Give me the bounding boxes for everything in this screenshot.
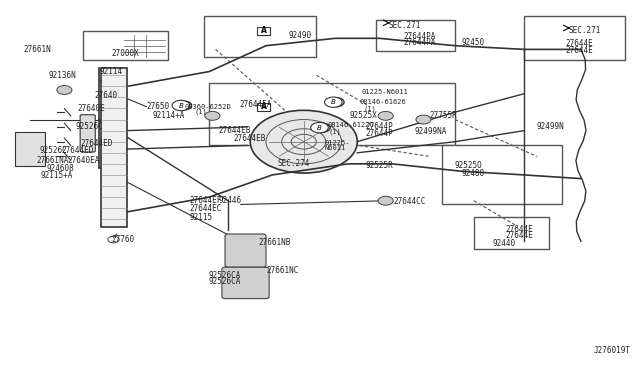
Text: 92525O: 92525O [455, 161, 483, 170]
Bar [257, 103, 270, 111]
Text: 92525R: 92525R [365, 161, 393, 170]
Circle shape [378, 196, 393, 205]
Bar [101, 68, 127, 227]
Bar [524, 16, 625, 61]
Text: 92525X: 92525X [350, 111, 378, 121]
FancyBboxPatch shape [80, 115, 95, 152]
Text: B: B [321, 125, 324, 130]
Text: 92526CA: 92526CA [208, 271, 241, 280]
Text: 27644PA: 27644PA [403, 32, 436, 41]
Text: 27661NB: 27661NB [259, 238, 291, 247]
Text: 27644P: 27644P [365, 129, 393, 138]
Circle shape [177, 101, 191, 110]
Text: 27650: 27650 [147, 102, 170, 111]
Text: (1): (1) [364, 105, 376, 112]
Text: 08146-61626: 08146-61626 [359, 99, 406, 105]
Circle shape [324, 97, 342, 108]
Text: 01225-N6011: 01225-N6011 [362, 89, 408, 95]
Bar [209, 83, 455, 145]
Text: 2766INA: 2766INA [36, 155, 68, 165]
Text: SEC.271: SEC.271 [389, 21, 421, 30]
Text: 27640EA: 27640EA [68, 155, 100, 165]
Text: 27000X: 27000X [111, 49, 140, 58]
Text: 27644ED: 27644ED [62, 147, 94, 155]
Text: 924608: 924608 [47, 164, 74, 173]
Circle shape [205, 112, 220, 120]
Text: 27644E: 27644E [506, 231, 533, 240]
Text: 27755R: 27755R [430, 111, 458, 121]
Text: 92490: 92490 [288, 31, 311, 40]
Text: 27644E: 27644E [565, 46, 593, 55]
Text: 27640E: 27640E [77, 104, 105, 113]
Circle shape [416, 115, 431, 124]
Bar [257, 27, 270, 35]
Text: 27644ED: 27644ED [80, 139, 113, 148]
Circle shape [310, 122, 328, 133]
Text: SEC.271: SEC.271 [568, 26, 601, 35]
Text: 27644E: 27644E [565, 39, 593, 48]
Bar [83, 31, 168, 61]
Text: 92114+A: 92114+A [152, 111, 185, 121]
Text: 92499NA: 92499NA [414, 127, 447, 136]
Text: (1): (1) [195, 109, 207, 115]
Text: 27640: 27640 [95, 91, 118, 100]
Text: 01225-: 01225- [324, 140, 350, 146]
Text: 92450: 92450 [461, 38, 484, 46]
FancyBboxPatch shape [225, 234, 266, 267]
Text: 92526C: 92526C [76, 122, 104, 131]
Text: 27644EB: 27644EB [233, 134, 266, 143]
Text: 27644EF: 27644EF [189, 196, 221, 205]
Text: 92446: 92446 [219, 196, 242, 205]
Text: 27661N: 27661N [24, 45, 51, 54]
Text: 27661NC: 27661NC [266, 266, 298, 275]
Text: 27644CC: 27644CC [393, 197, 426, 206]
Text: 92115+A: 92115+A [40, 171, 73, 180]
Bar [376, 20, 455, 51]
Text: B: B [182, 103, 186, 108]
Bar [15, 132, 45, 166]
Text: 27644EA: 27644EA [239, 100, 272, 109]
Text: 27644EC: 27644EC [189, 203, 221, 213]
Text: 92526C: 92526C [39, 147, 67, 155]
FancyBboxPatch shape [222, 267, 269, 299]
Circle shape [57, 86, 72, 94]
Text: 92114: 92114 [99, 67, 122, 76]
Text: B: B [335, 100, 339, 105]
Text: 92499N: 92499N [537, 122, 564, 131]
Text: B: B [317, 125, 322, 131]
Text: (1): (1) [329, 128, 342, 135]
Text: 27644PA: 27644PA [403, 38, 436, 47]
Text: 27760: 27760 [111, 235, 135, 244]
Circle shape [250, 110, 357, 173]
Circle shape [378, 112, 393, 120]
Bar [204, 16, 316, 57]
Circle shape [315, 123, 330, 132]
Text: B: B [331, 99, 336, 105]
Text: 92136N: 92136N [49, 71, 76, 80]
Bar [442, 145, 562, 205]
Text: 92115: 92115 [189, 213, 212, 222]
Text: 27644P: 27644P [365, 122, 393, 131]
Text: 92480: 92480 [461, 169, 484, 177]
Text: 92440: 92440 [493, 239, 516, 248]
Circle shape [329, 98, 344, 107]
Bar [474, 217, 550, 249]
Text: SEC.274: SEC.274 [277, 159, 310, 169]
Text: A: A [260, 103, 266, 112]
Text: 92526CA: 92526CA [208, 278, 241, 286]
Circle shape [172, 100, 189, 111]
Text: 08146-6122G: 08146-6122G [328, 122, 374, 128]
Text: 08360-6252D: 08360-6252D [184, 104, 231, 110]
Text: A: A [260, 26, 266, 35]
Text: B: B [179, 103, 183, 109]
Text: N6011: N6011 [324, 145, 346, 151]
Text: 27644EB: 27644EB [219, 126, 251, 135]
Text: J276019T: J276019T [593, 346, 630, 355]
Text: 27644E: 27644E [506, 225, 533, 234]
